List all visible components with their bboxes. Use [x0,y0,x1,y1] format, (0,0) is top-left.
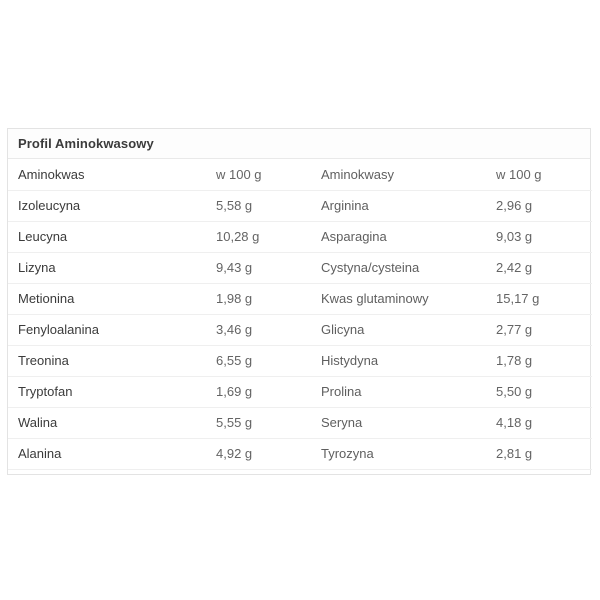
table-row: Leucyna 10,28 g Asparagina 9,03 g [8,221,592,253]
amino-value-cell: 5,55 g [206,407,311,439]
amino-name-cell: Glicyna [311,314,486,346]
amino-value-cell: 2,77 g [486,314,592,346]
amino-value-cell: 15,17 g [486,283,592,315]
amino-name-cell: Tyrozyna [311,438,486,470]
amino-name-cell: Kwas glutaminowy [311,283,486,315]
column-header-aminokwas: Aminokwas [8,159,206,191]
amino-name-cell: Alanina [8,438,206,470]
amino-name-cell: Walina [8,407,206,439]
amino-value-cell: 4,18 g [486,407,592,439]
amino-value-cell: 1,78 g [486,345,592,377]
amino-value-cell: 2,42 g [486,252,592,284]
table-row: Lizyna 9,43 g Cystyna/cysteina 2,42 g [8,252,592,284]
table-row: Izoleucyna 5,58 g Arginina 2,96 g [8,190,592,222]
amino-name-cell: Fenyloalanina [8,314,206,346]
amino-value-cell: 6,55 g [206,345,311,377]
amino-name-cell: Leucyna [8,221,206,253]
amino-value-cell: 1,98 g [206,283,311,315]
amino-value-cell: 5,58 g [206,190,311,222]
amino-value-cell: 5,50 g [486,376,592,408]
amino-name-cell: Izoleucyna [8,190,206,222]
table-row: Metionina 1,98 g Kwas glutaminowy 15,17 … [8,283,592,315]
amino-value-cell: 2,81 g [486,438,592,470]
amino-value-cell: 3,46 g [206,314,311,346]
amino-name-cell: Histydyna [311,345,486,377]
amino-value-cell: 4,92 g [206,438,311,470]
amino-name-cell: Seryna [311,407,486,439]
amino-name-cell: Cystyna/cysteina [311,252,486,284]
table-header-row: Aminokwas w 100 g Aminokwasy w 100 g [8,159,592,191]
table-row: Alanina 4,92 g Tyrozyna 2,81 g [8,438,592,470]
table-row: Walina 5,55 g Seryna 4,18 g [8,407,592,439]
amino-name-cell: Prolina [311,376,486,408]
amino-name-cell: Arginina [311,190,486,222]
amino-acid-table: Aminokwas w 100 g Aminokwasy w 100 g Izo… [8,159,592,470]
table-row: Fenyloalanina 3,46 g Glicyna 2,77 g [8,314,592,346]
table-row: Treonina 6,55 g Histydyna 1,78 g [8,345,592,377]
amino-value-cell: 10,28 g [206,221,311,253]
amino-value-cell: 9,03 g [486,221,592,253]
amino-name-cell: Metionina [8,283,206,315]
column-header-w100g-left: w 100 g [206,159,311,191]
amino-value-cell: 1,69 g [206,376,311,408]
amino-value-cell: 2,96 g [486,190,592,222]
column-header-w100g-right: w 100 g [486,159,592,191]
amino-name-cell: Tryptofan [8,376,206,408]
card-title: Profil Aminokwasowy [8,129,590,159]
amino-name-cell: Treonina [8,345,206,377]
amino-name-cell: Lizyna [8,252,206,284]
amino-profile-card: Profil Aminokwasowy Aminokwas w 100 g Am… [7,128,592,475]
amino-value-cell: 9,43 g [206,252,311,284]
column-header-aminokwasy: Aminokwasy [311,159,486,191]
amino-name-cell: Asparagina [311,221,486,253]
table-row: Tryptofan 1,69 g Prolina 5,50 g [8,376,592,408]
